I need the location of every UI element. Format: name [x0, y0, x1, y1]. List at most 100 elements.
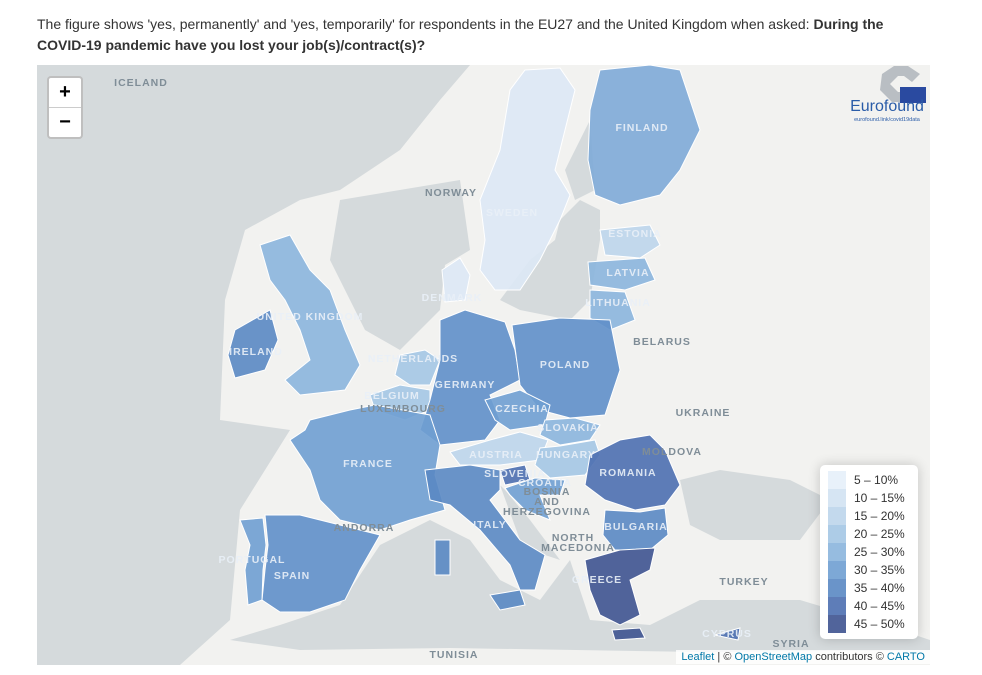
legend-swatch: [828, 579, 846, 597]
country-label: GERMANY: [435, 379, 496, 391]
country-region: [259, 234, 361, 396]
place-label: TUNISIA: [430, 649, 479, 661]
logo-name: Eurofound: [850, 98, 924, 115]
country-region: [584, 434, 681, 511]
north-sea: [330, 180, 470, 350]
legend-swatch: [828, 507, 846, 525]
legend-label: 40 – 45%: [854, 599, 905, 613]
zoom-out[interactable]: −: [49, 107, 81, 137]
caption-question: During the COVID-19 pandemic have you lo…: [37, 16, 884, 53]
legend-swatch: [828, 615, 846, 633]
country-region: [227, 309, 279, 379]
legend-label: 35 – 40%: [854, 581, 905, 595]
country-region: [489, 589, 526, 611]
caption: The figure shows 'yes, permanently' and …: [37, 14, 907, 56]
legend-label: 10 – 15%: [854, 491, 905, 505]
map: FINLAND SWEDEN ESTONIA LATVIA LITHUANIA DENMA…: [37, 65, 930, 665]
place-label: ICELAND: [114, 77, 168, 89]
country-region: [599, 224, 661, 259]
legend-swatch: [828, 489, 846, 507]
zoom-in[interactable]: +: [59, 81, 71, 103]
carto-link[interactable]: CARTO: [886, 651, 925, 663]
attribution-sep: | ©: [714, 651, 735, 663]
logo-url: eurofound.link/covid19data: [854, 117, 921, 123]
country-label: LATVIA: [606, 267, 649, 279]
country-region: [714, 627, 741, 641]
place-label: ANDORRA: [334, 522, 395, 534]
country-label: CZECHIA: [495, 403, 549, 415]
legend-label: 5 – 10%: [854, 473, 899, 487]
country-region: [587, 257, 656, 291]
country-region: [504, 477, 566, 521]
legend-item: 5 – 10%: [828, 471, 918, 489]
legend: 5 – 10% 10 – 15% 15 – 20% 20 – 25% 25 – 30% 3…: [820, 465, 918, 639]
country-region: [434, 539, 451, 576]
legend-item: 45 – 50%: [828, 615, 918, 633]
legend-label: 45 – 50%: [854, 617, 905, 631]
country-label: SLOVAKIA: [537, 422, 598, 434]
place-label: SYRIA: [772, 638, 809, 650]
country-region: [539, 417, 601, 446]
zoom-control: + −: [47, 76, 83, 139]
osm-link[interactable]: OpenStreetMap: [734, 651, 813, 663]
country-label: BULGARIA: [604, 521, 667, 533]
legend-item: 25 – 30%: [828, 543, 918, 561]
place-label: HERZEGOVINA: [503, 506, 591, 518]
place-label: LUXEMBOURG: [360, 403, 446, 415]
legend-item: 35 – 40%: [828, 579, 918, 597]
country-label: FRANCE: [343, 458, 393, 470]
place-label: BOSNIA: [524, 486, 571, 498]
country-label: ESTONIA: [608, 228, 661, 240]
legend-label: 30 – 35%: [854, 563, 905, 577]
country-label: SLOVENIA: [484, 468, 546, 480]
country-label: AUSTRIA: [469, 449, 523, 461]
legend-swatch: [828, 471, 846, 489]
country-region: [479, 67, 576, 291]
country-label: NETHERLANDS: [368, 353, 458, 365]
sea: [37, 65, 930, 665]
country-label: ITALY: [473, 519, 507, 531]
country-region: [441, 257, 471, 303]
atlantic: [37, 65, 470, 665]
country-region: [602, 507, 669, 551]
country-region: [584, 547, 656, 626]
gulf-of-bothnia: [565, 120, 595, 200]
attribution: Leaflet | © OpenStreetMap contributors ©…: [676, 650, 930, 664]
logo-flag: [900, 87, 926, 103]
legend-item: 40 – 45%: [828, 597, 918, 615]
country-label: FINLAND: [615, 122, 668, 134]
place-label: NORTH: [552, 532, 594, 544]
country-region: [424, 464, 546, 591]
adriatic: [500, 485, 560, 560]
country-label: SWEDEN: [486, 207, 538, 219]
place-label: TURKEY: [719, 576, 768, 588]
place-label: AND: [534, 496, 560, 508]
place-label: NORWAY: [425, 187, 477, 199]
country-region: [289, 404, 446, 531]
black-sea: [680, 470, 830, 540]
leaflet-link[interactable]: Leaflet: [681, 651, 715, 663]
country-region: [587, 65, 701, 206]
legend-item: 30 – 35%: [828, 561, 918, 579]
country-label: HUNGARY: [536, 449, 596, 461]
legend-item: 15 – 20%: [828, 507, 918, 525]
country-label: DENMARK: [422, 292, 483, 304]
country-label: CYPRUS: [702, 628, 752, 640]
country-label: BELGIUM: [364, 390, 419, 402]
country-region: [261, 514, 381, 613]
country-label: IRELAND: [229, 346, 283, 358]
baltic-sea: [500, 200, 600, 320]
country-label: ROMANIA: [599, 467, 656, 479]
legend-swatch: [828, 543, 846, 561]
country-label: SPAIN: [274, 570, 310, 582]
logo[interactable]: Eurofound eurofound.link/covid19data: [850, 66, 926, 123]
place-label: MACEDONIA: [541, 542, 615, 554]
country-region: [611, 627, 646, 641]
legend-swatch: [828, 597, 846, 615]
country-label: LITHUANIA: [585, 297, 651, 309]
legend-label: 20 – 25%: [854, 527, 905, 541]
place-label: BELARUS: [633, 336, 691, 348]
country-region: [239, 517, 267, 606]
legend-label: 15 – 20%: [854, 509, 905, 523]
